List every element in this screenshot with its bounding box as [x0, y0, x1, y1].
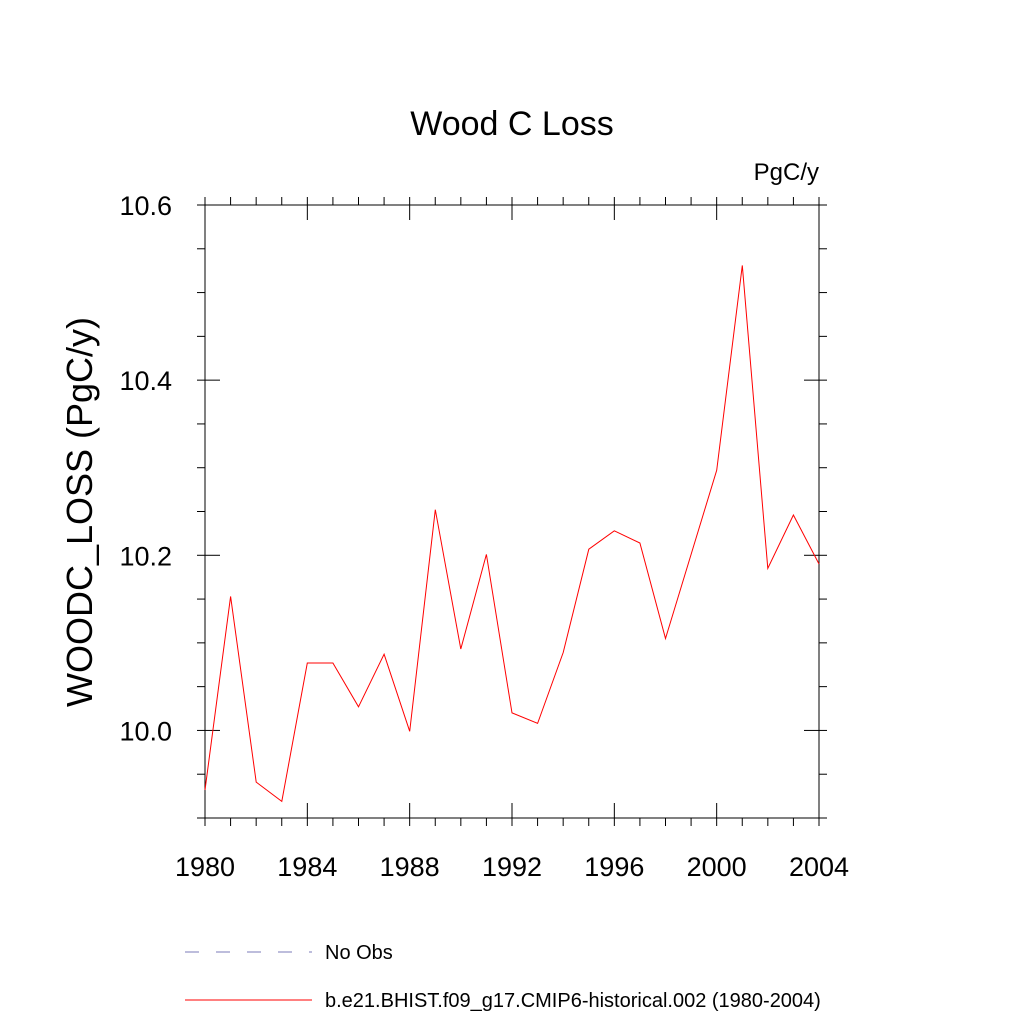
units-label: PgC/y: [754, 159, 819, 186]
y-tick-label: 10.4: [119, 366, 172, 396]
x-tick-label: 1980: [175, 852, 235, 882]
y-tick-label: 10.6: [119, 191, 172, 221]
x-tick-label: 2000: [687, 852, 747, 882]
x-tick-label: 1988: [380, 852, 440, 882]
legend-label: b.e21.BHIST.f09_g17.CMIP6-historical.002…: [325, 990, 821, 1012]
plot-frame: [204, 204, 820, 819]
y-tick-label: 10.0: [119, 716, 172, 746]
legend-label: No Obs: [325, 942, 393, 964]
x-tick-label: 1992: [482, 852, 542, 882]
series-line: [204, 265, 820, 803]
y-tick-label: 10.2: [119, 541, 172, 571]
legend: No Obs b.e21.BHIST.f09_g17.CMIP6-historic…: [185, 942, 821, 1012]
x-tick-label: 1984: [277, 852, 337, 882]
x-tick-label: 2004: [789, 852, 849, 882]
axis-ticks: 1980 1984 1988 1992 1996 2000 2004 10.0 10.2 10.4…: [119, 191, 849, 882]
x-tick-label: 1996: [584, 852, 644, 882]
y-axis-label: WOODC_LOSS (PgC/y): [59, 317, 100, 707]
series-lines: [204, 265, 820, 803]
chart-title: Wood C Loss: [410, 105, 613, 143]
